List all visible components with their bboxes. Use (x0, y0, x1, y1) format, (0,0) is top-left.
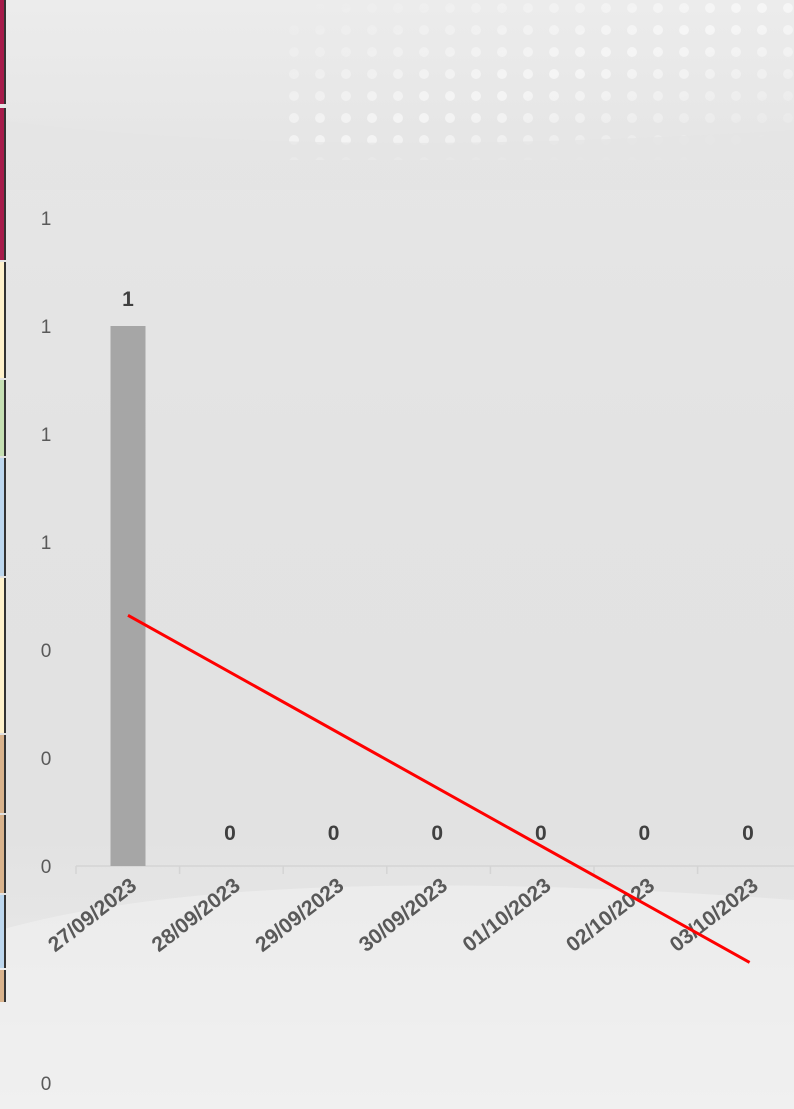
y-tick-label-extra: 0 (41, 1074, 52, 1095)
y-tick-label: 1 (41, 317, 52, 338)
strip-segment (0, 380, 6, 456)
y-tick-label: 1 (41, 533, 52, 554)
data-label: 0 (431, 822, 443, 845)
strip-segment (0, 970, 6, 1002)
x-axis-tickmarks (75, 866, 699, 874)
strip-segment (0, 895, 6, 968)
trendline (127, 613, 751, 964)
x-tick-label: 01/10/2023 (458, 874, 555, 957)
y-tick-label: 0 (41, 749, 52, 770)
left-color-strip (0, 0, 6, 1109)
strip-segment (0, 262, 6, 378)
data-label: 0 (639, 822, 651, 845)
strip-segment (0, 735, 6, 813)
strip-segment (0, 458, 6, 576)
data-label: 0 (224, 822, 236, 845)
strip-segment (0, 108, 6, 260)
y-axis: 0 0 0 1 1 1 1 (41, 209, 52, 878)
data-label: 0 (742, 822, 754, 845)
x-tick-label: 30/09/2023 (355, 874, 452, 957)
strip-segment (0, 578, 6, 733)
x-axis-labels: 27/09/2023 28/09/2023 29/09/2023 30/09/2023… (44, 874, 763, 957)
x-tick-label: 29/09/2023 (251, 874, 348, 957)
bars (110, 326, 146, 866)
data-label: 0 (535, 822, 547, 845)
strip-segment (0, 0, 6, 104)
y-tick-label: 1 (41, 209, 52, 230)
data-label: 1 (122, 288, 134, 311)
y-tick-label: 0 (41, 857, 52, 878)
bar (110, 326, 146, 866)
y-tick-label: 1 (41, 425, 52, 446)
x-tick-label: 28/09/2023 (148, 874, 245, 957)
x-tick-label: 27/09/2023 (44, 874, 141, 957)
strip-segment (0, 815, 6, 893)
data-label: 0 (328, 822, 340, 845)
data-labels: 1 0 0 0 0 0 0 (122, 288, 754, 845)
y-tick-label: 0 (41, 641, 52, 662)
